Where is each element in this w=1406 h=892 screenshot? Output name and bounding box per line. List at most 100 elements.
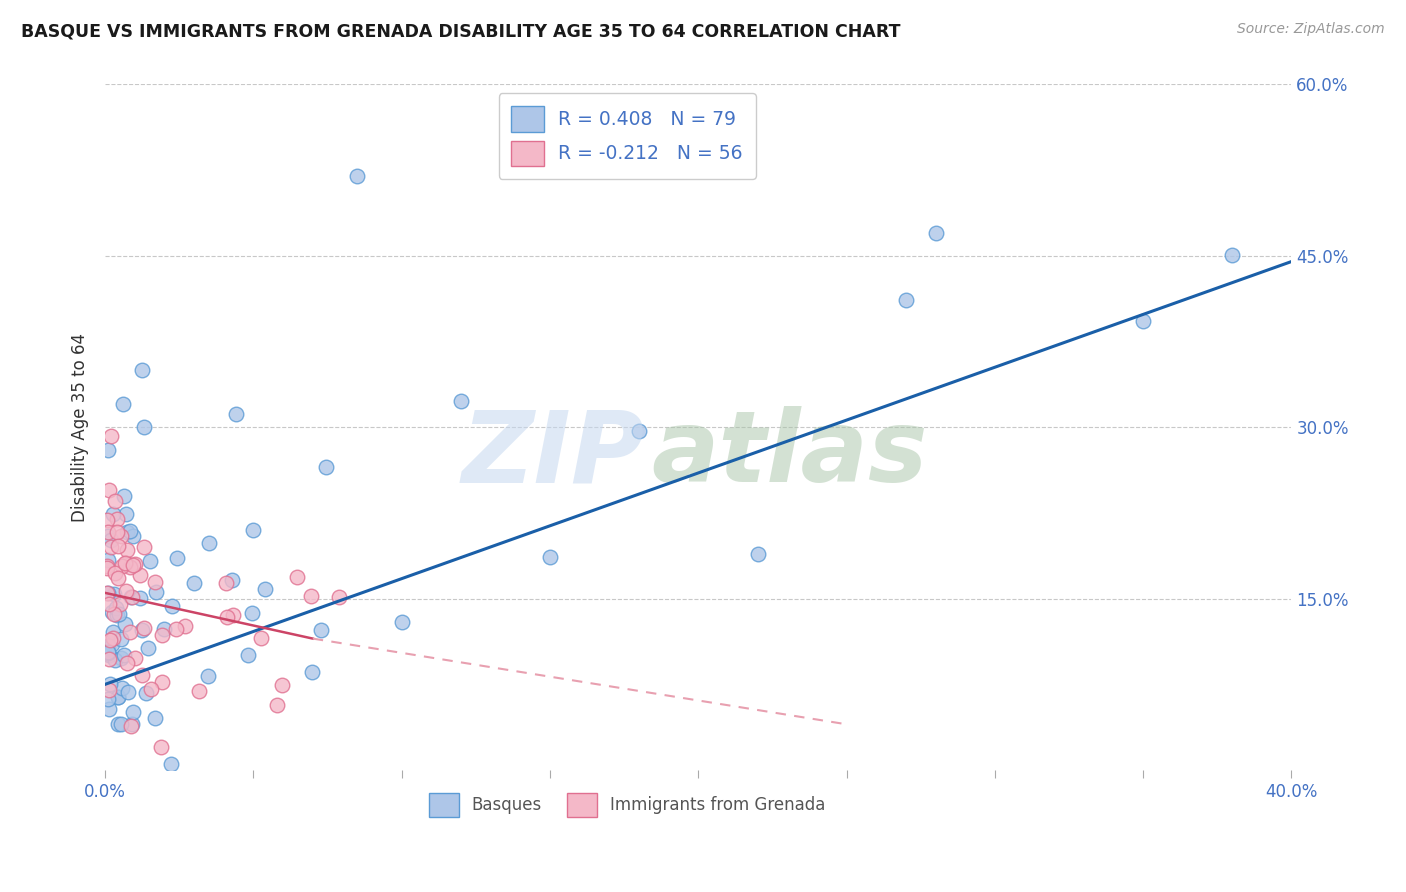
Point: [120, 719, 142, 733]
Point: [96, 559, 118, 574]
Point: [346, 169, 368, 183]
Text: atlas: atlas: [651, 406, 928, 503]
Point: [131, 667, 153, 681]
Point: [143, 575, 166, 590]
Text: Source: ZipAtlas.com: Source: ZipAtlas.com: [1237, 22, 1385, 37]
Point: [242, 523, 264, 537]
Point: [105, 607, 128, 622]
Point: [299, 589, 322, 603]
Point: [894, 293, 917, 307]
Point: [114, 556, 136, 570]
Point: [100, 533, 122, 548]
Point: [120, 590, 142, 604]
Point: [115, 557, 138, 571]
Point: [238, 648, 260, 662]
Point: [129, 591, 152, 605]
Point: [165, 623, 187, 637]
Text: BASQUE VS IMMIGRANTS FROM GRENADA DISABILITY AGE 35 TO 64 CORRELATION CHART: BASQUE VS IMMIGRANTS FROM GRENADA DISABI…: [21, 22, 901, 40]
Point: [98, 632, 121, 647]
Point: [162, 599, 184, 614]
Point: [285, 570, 308, 584]
Point: [111, 397, 134, 411]
Point: [131, 363, 153, 377]
Point: [97, 524, 120, 539]
Point: [98, 483, 121, 497]
Point: [111, 558, 134, 573]
Point: [747, 547, 769, 561]
Point: [271, 677, 294, 691]
Point: [197, 669, 219, 683]
Point: [98, 677, 121, 691]
Point: [117, 685, 139, 699]
Point: [97, 692, 120, 706]
Point: [150, 674, 173, 689]
Point: [108, 598, 131, 612]
Point: [198, 535, 221, 549]
Point: [174, 619, 197, 633]
Point: [105, 511, 128, 525]
Point: [97, 529, 120, 543]
Point: [136, 640, 159, 655]
Point: [107, 690, 129, 705]
Point: [101, 624, 124, 639]
Point: [104, 494, 127, 508]
Point: [215, 575, 238, 590]
Point: [118, 625, 141, 640]
Point: [115, 507, 138, 521]
Point: [98, 702, 121, 716]
Point: [101, 631, 124, 645]
Point: [225, 407, 247, 421]
Point: [188, 683, 211, 698]
Point: [100, 540, 122, 554]
Point: [124, 557, 146, 571]
Point: [103, 607, 125, 622]
Point: [215, 609, 238, 624]
Point: [97, 645, 120, 659]
Point: [104, 566, 127, 580]
Point: [121, 591, 143, 605]
Point: [114, 616, 136, 631]
Point: [1220, 248, 1243, 262]
Legend: Basques, Immigrants from Grenada: Basques, Immigrants from Grenada: [422, 787, 832, 823]
Point: [108, 607, 131, 621]
Point: [96, 585, 118, 599]
Point: [538, 550, 561, 565]
Point: [139, 553, 162, 567]
Point: [107, 717, 129, 731]
Point: [104, 653, 127, 667]
Point: [1132, 314, 1154, 328]
Point: [107, 540, 129, 554]
Point: [97, 443, 120, 458]
Point: [315, 459, 337, 474]
Point: [134, 620, 156, 634]
Point: [100, 637, 122, 651]
Point: [115, 657, 138, 671]
Point: [96, 560, 118, 574]
Point: [221, 573, 243, 587]
Point: [145, 584, 167, 599]
Point: [183, 575, 205, 590]
Point: [101, 507, 124, 521]
Point: [111, 681, 134, 695]
Point: [240, 606, 263, 620]
Point: [105, 524, 128, 539]
Point: [100, 429, 122, 443]
Point: [391, 615, 413, 630]
Point: [117, 524, 139, 539]
Point: [160, 757, 183, 772]
Point: [112, 489, 135, 503]
Point: [150, 628, 173, 642]
Point: [134, 420, 156, 434]
Point: [110, 529, 132, 543]
Point: [135, 686, 157, 700]
Point: [115, 584, 138, 599]
Point: [309, 624, 332, 638]
Point: [97, 586, 120, 600]
Point: [266, 698, 288, 712]
Point: [924, 226, 946, 240]
Point: [166, 550, 188, 565]
Point: [103, 587, 125, 601]
Point: [110, 650, 132, 665]
Point: [250, 632, 273, 646]
Point: [97, 652, 120, 666]
